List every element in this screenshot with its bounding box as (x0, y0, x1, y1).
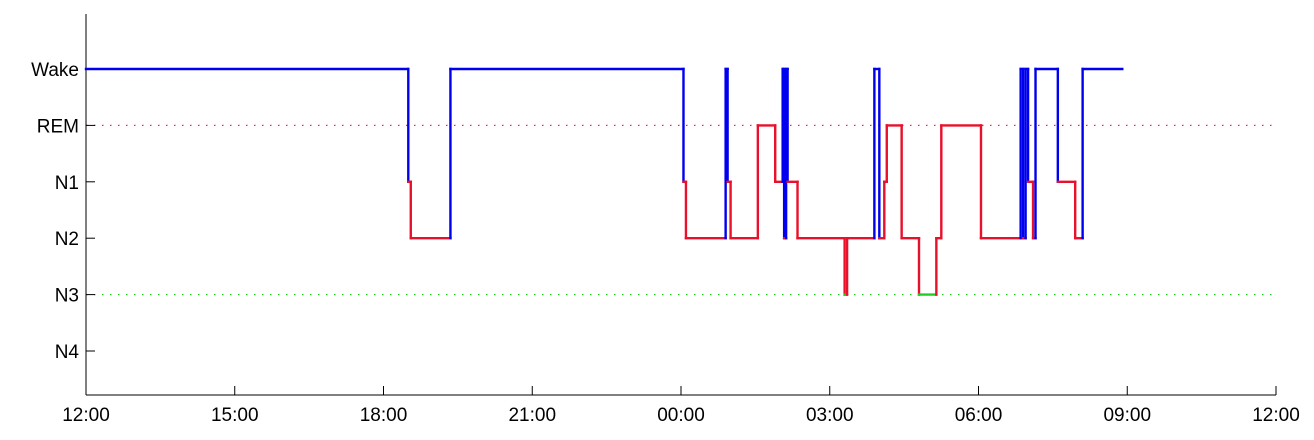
x-tick-label: 21:00 (508, 405, 556, 426)
reference-lines (86, 124, 1276, 296)
y-tick-label: N4 (55, 342, 80, 363)
x-tick-label: 00:00 (657, 405, 705, 426)
y-tick-label: N1 (55, 173, 79, 194)
y-tick-label: N2 (55, 229, 79, 250)
y-tick-label: N3 (55, 286, 79, 307)
hypnogram-series (84, 67, 1124, 296)
x-tick-label: 03:00 (806, 405, 854, 426)
y-tick-label: REM (37, 116, 79, 137)
x-tick-label: 12:00 (1252, 405, 1300, 426)
y-tick-label: Wake (31, 60, 79, 81)
x-tick-label: 06:00 (955, 405, 1003, 426)
x-tick-label: 09:00 (1103, 405, 1151, 426)
axes (85, 14, 1277, 396)
x-tick-label: 18:00 (360, 405, 408, 426)
x-tick-label: 15:00 (211, 405, 259, 426)
tick-labels: Wake REM N1 N2 N3 N4 12:00 15:00 18:00 21:00 00:00… (31, 60, 1300, 426)
x-tick-label: 12:00 (62, 405, 110, 426)
